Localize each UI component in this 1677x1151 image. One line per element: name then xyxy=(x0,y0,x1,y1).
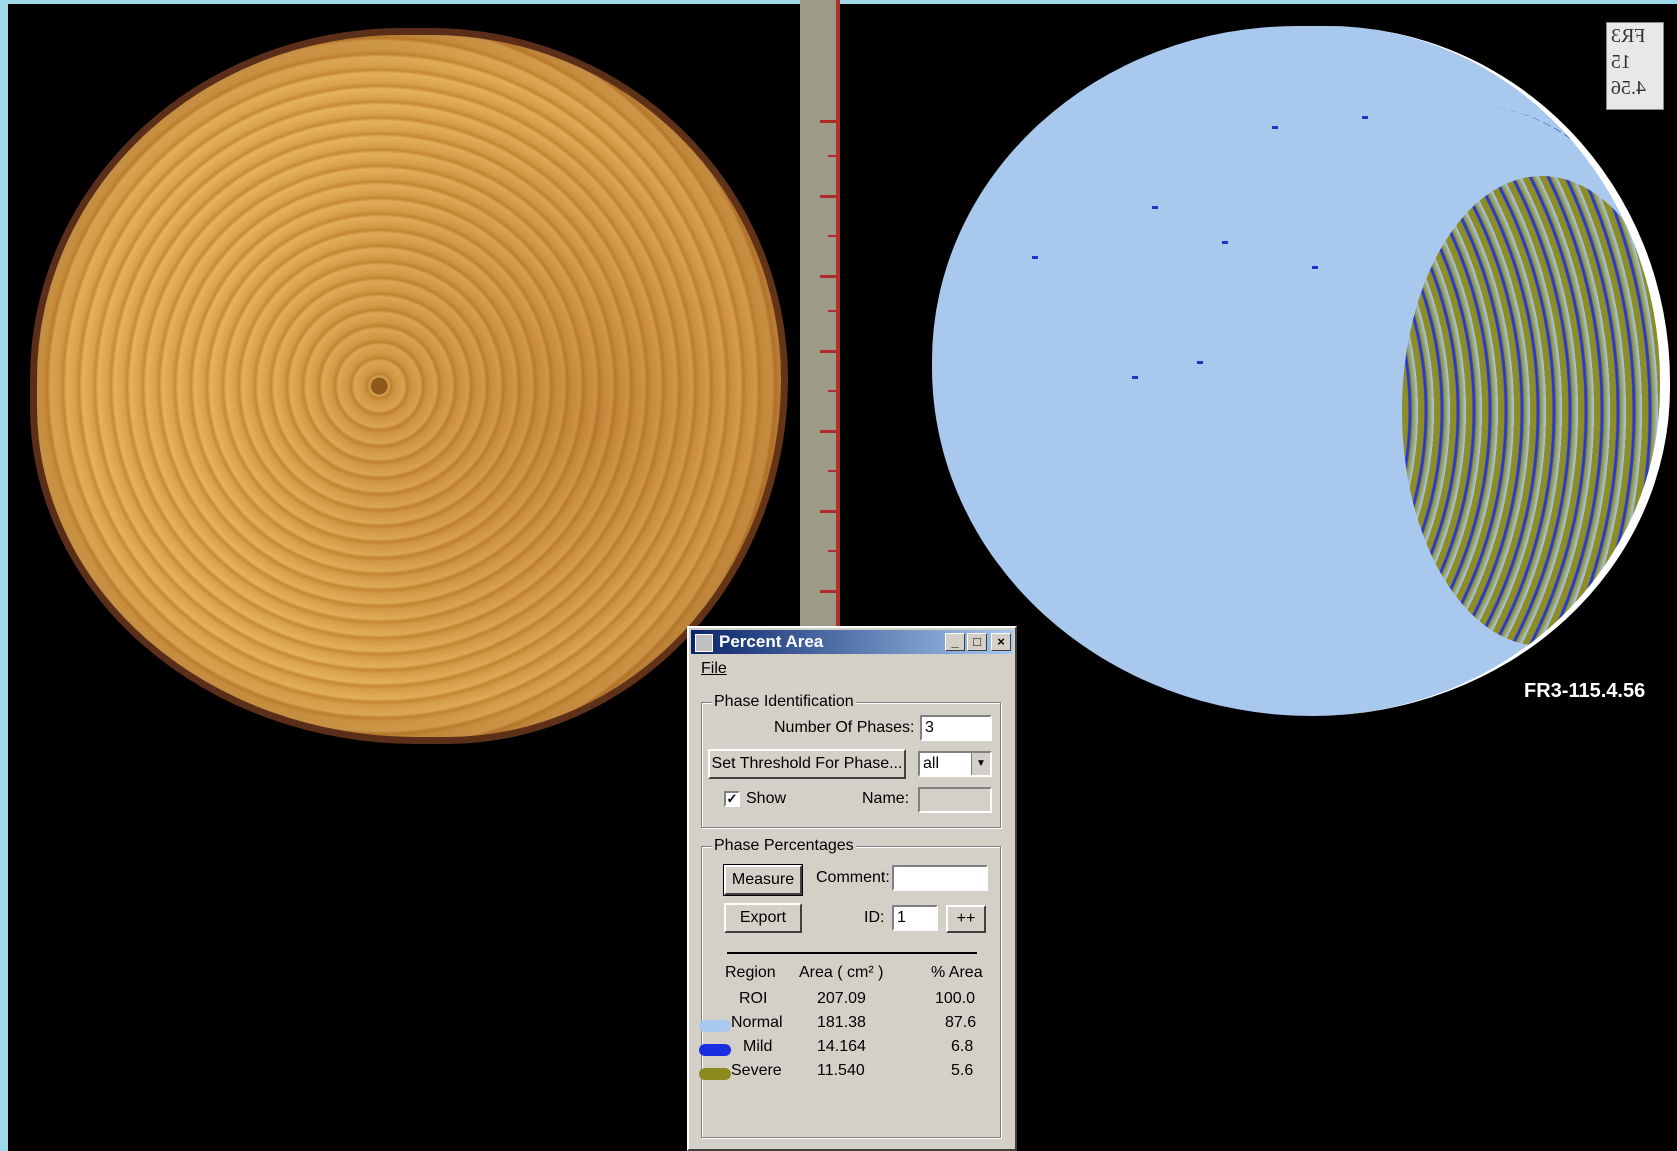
label-card-line: 15 xyxy=(1611,51,1631,73)
sample-label-card: FR3 15 4.56 xyxy=(1606,22,1664,110)
header-region: Region xyxy=(725,964,776,981)
number-of-phases-label: Number Of Phases: xyxy=(774,719,915,736)
ruler-tick xyxy=(820,120,836,123)
measuring-ruler xyxy=(800,0,840,630)
name-label: Name: xyxy=(862,790,910,807)
maximize-button[interactable]: □ xyxy=(967,633,987,651)
phase-identification-label: Phase Identification xyxy=(712,693,856,711)
sample-id-label: FR3-115.4.56 xyxy=(1524,680,1646,702)
number-of-phases-input[interactable]: 3 xyxy=(920,715,992,741)
dialog-titlebar[interactable]: Percent Area _ □ × xyxy=(691,630,1013,654)
ruler-tick xyxy=(820,590,836,593)
row-area: 14.164 xyxy=(817,1038,866,1055)
id-label: ID: xyxy=(864,909,885,926)
ruler-tick xyxy=(828,550,836,552)
phase-identification-group: Phase Identification Number Of Phases: 3… xyxy=(701,693,1001,828)
row-percent: 100.0 xyxy=(935,990,976,1007)
measure-button[interactable]: Measure xyxy=(723,864,803,896)
row-region: Normal xyxy=(731,1014,783,1031)
severe-phase-region xyxy=(1402,176,1660,646)
table-row: Normal 181.38 87.6 xyxy=(689,1014,1015,1038)
mild-speck xyxy=(1132,376,1138,379)
comment-label: Comment: xyxy=(816,869,890,886)
comment-input[interactable] xyxy=(892,865,988,891)
row-area: 11.540 xyxy=(817,1062,865,1079)
severe-color-swatch xyxy=(699,1068,731,1080)
row-percent: 6.8 xyxy=(951,1038,974,1055)
ruler-edge xyxy=(836,0,840,630)
row-percent: 5.6 xyxy=(951,1062,974,1079)
ruler-tick xyxy=(820,350,836,353)
export-button[interactable]: Export xyxy=(724,903,802,933)
table-row: Severe 11.540 5.6 xyxy=(689,1062,1015,1086)
phase-percentages-label: Phase Percentages xyxy=(712,837,856,855)
row-region: Severe xyxy=(731,1062,782,1079)
row-area: 207.09 xyxy=(817,990,866,1007)
row-region: Mild xyxy=(743,1038,773,1055)
chevron-down-icon[interactable]: ▼ xyxy=(971,753,990,775)
row-area: 181.38 xyxy=(817,1014,866,1031)
mild-speck xyxy=(1032,256,1038,259)
menubar: File xyxy=(701,660,727,678)
minimize-button[interactable]: _ xyxy=(945,633,965,651)
ruler-tick xyxy=(828,155,836,157)
id-input[interactable]: 1 xyxy=(892,905,938,931)
ruler-tick xyxy=(820,510,836,513)
ruler-tick xyxy=(820,275,836,278)
name-input[interactable] xyxy=(918,787,992,813)
mild-speck xyxy=(1272,126,1278,129)
show-label: Show xyxy=(746,790,787,807)
phase-map-image xyxy=(932,26,1670,716)
table-row: ROI 207.09 100.0 xyxy=(689,990,1015,1014)
phase-percentages-group: Phase Percentages Measure Comment: Expor… xyxy=(701,837,1001,1138)
mild-speck xyxy=(1197,361,1203,364)
mild-color-swatch xyxy=(699,1044,731,1056)
close-button[interactable]: × xyxy=(991,633,1011,651)
mild-speck xyxy=(1222,241,1228,244)
row-percent: 87.6 xyxy=(945,1014,977,1031)
ruler-tick xyxy=(828,235,836,237)
table-row: Mild 14.164 6.8 xyxy=(689,1038,1015,1062)
show-checkbox[interactable]: ✓ xyxy=(724,791,740,807)
ruler-tick xyxy=(828,390,836,392)
mild-speck xyxy=(1362,116,1368,119)
dialog-title: Percent Area xyxy=(719,632,824,651)
set-threshold-button[interactable]: Set Threshold For Phase... xyxy=(708,749,906,779)
increment-id-button[interactable]: ++ xyxy=(946,905,986,933)
wood-cross-section-image xyxy=(30,28,788,744)
phase-select[interactable]: all ▼ xyxy=(918,751,992,777)
header-area: Area ( cm² ) xyxy=(799,964,884,981)
results-header: Region Area ( cm² ) % Area xyxy=(689,964,1015,988)
results-separator xyxy=(727,952,977,954)
normal-color-swatch xyxy=(699,1020,731,1032)
row-region: ROI xyxy=(739,990,768,1007)
mild-speck xyxy=(1152,206,1158,209)
percent-area-dialog: Percent Area _ □ × File Phase Identifica… xyxy=(687,626,1017,1151)
ruler-tick xyxy=(820,195,836,198)
ruler-tick xyxy=(820,430,836,433)
header-percent-area: % Area xyxy=(931,964,983,981)
phase-select-value: all xyxy=(923,755,940,772)
app-icon xyxy=(695,634,713,652)
menu-file[interactable]: File xyxy=(701,660,727,677)
label-card-line: FR3 xyxy=(1611,25,1646,47)
mild-speck xyxy=(1312,266,1318,269)
ruler-tick xyxy=(828,310,836,312)
ruler-tick xyxy=(828,470,836,472)
label-card-line: 4.56 xyxy=(1611,77,1646,99)
